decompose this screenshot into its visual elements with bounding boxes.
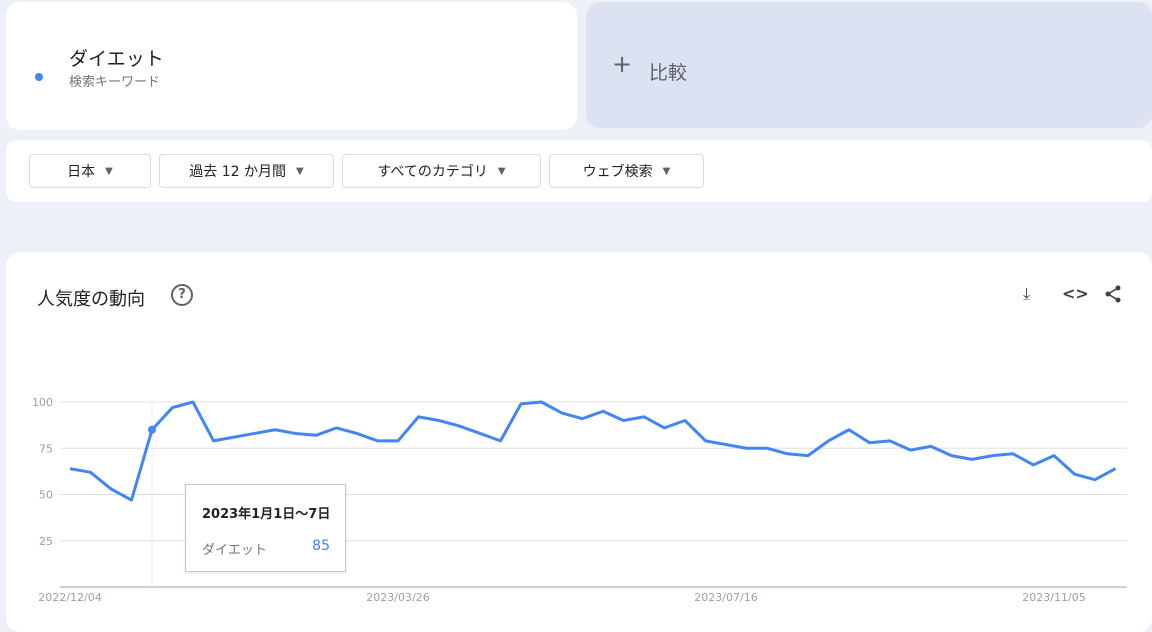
series-line xyxy=(69,400,1117,502)
compare-label: 比較 xyxy=(649,62,688,84)
filter-bar: 日本 ▼ 過去 12 か月間 ▼ すべてのカテゴリ ▼ ウェブ検索 ▼ xyxy=(6,140,1152,202)
share-icon[interactable] xyxy=(1103,284,1123,308)
y-tick-label: 50 xyxy=(39,489,53,502)
category-label: すべてのカテゴリ xyxy=(377,164,488,180)
chevron-down-icon: ▼ xyxy=(497,165,506,177)
tooltip-value: 85 xyxy=(312,538,330,554)
search-type-dropdown[interactable]: ウェブ検索 ▼ xyxy=(549,154,704,188)
region-dropdown[interactable]: 日本 ▼ xyxy=(29,154,151,188)
embed-code-icon[interactable]: <> xyxy=(1062,284,1089,303)
category-dropdown[interactable]: すべてのカテゴリ ▼ xyxy=(342,154,541,188)
download-icon[interactable]: ⤓ xyxy=(1023,284,1031,303)
trend-chart[interactable]: 25 50 75 100 2022/12/04 2023/03/26 2023/07/16 2… xyxy=(0,0,1152,613)
data-point xyxy=(148,425,156,434)
search-type-label: ウェブ検索 xyxy=(582,164,653,180)
section-title: 人気度の動向 xyxy=(37,289,145,310)
region-label: 日本 xyxy=(67,164,96,180)
time-range-label: 過去 12 か月間 xyxy=(189,164,286,180)
time-range-dropdown[interactable]: 過去 12 か月間 ▼ xyxy=(159,154,334,188)
chevron-down-icon: ▼ xyxy=(296,165,304,177)
x-tick-label: 2023/11/05 xyxy=(1022,591,1085,604)
tooltip-term: ダイエット xyxy=(202,543,267,558)
chevron-down-icon: ▼ xyxy=(662,165,671,177)
y-tick-label: 25 xyxy=(39,535,53,548)
x-tick-label: 2023/07/16 xyxy=(694,591,757,604)
x-tick-label: 2023/03/26 xyxy=(366,591,429,604)
tooltip-date: 2023年1月1日〜7日 xyxy=(202,507,331,522)
search-term-name[interactable]: ダイエット xyxy=(69,48,164,70)
y-tick-label: 100 xyxy=(32,396,53,409)
chevron-down-icon: ▼ xyxy=(105,165,113,177)
search-term-card[interactable]: ダイエット 検索キーワード xyxy=(6,2,577,130)
plus-icon: + xyxy=(612,50,633,78)
compare-button[interactable]: + 比較 xyxy=(586,2,1152,128)
search-term-type: 検索キーワード xyxy=(69,75,161,90)
term-color-dot xyxy=(35,73,43,81)
help-circle-icon[interactable]: ? xyxy=(171,284,193,306)
chart-tooltip: 2023年1月1日〜7日 ダイエット 85 xyxy=(185,484,346,572)
y-tick-label: 75 xyxy=(39,442,53,455)
x-tick-label: 2022/12/04 xyxy=(38,591,101,604)
